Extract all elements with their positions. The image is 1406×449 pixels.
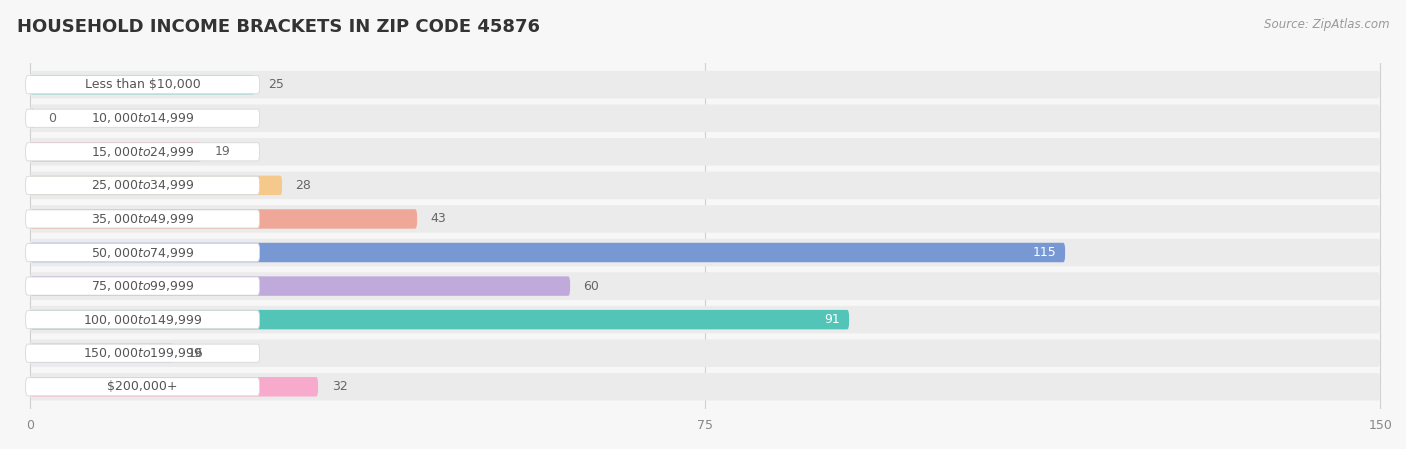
FancyBboxPatch shape <box>25 143 260 161</box>
FancyBboxPatch shape <box>30 239 1381 266</box>
Text: $75,000 to $99,999: $75,000 to $99,999 <box>91 279 194 293</box>
FancyBboxPatch shape <box>25 378 260 396</box>
Text: $35,000 to $49,999: $35,000 to $49,999 <box>91 212 194 226</box>
Text: $15,000 to $24,999: $15,000 to $24,999 <box>91 145 194 159</box>
FancyBboxPatch shape <box>30 138 1381 166</box>
Text: $50,000 to $74,999: $50,000 to $74,999 <box>91 246 194 260</box>
FancyBboxPatch shape <box>30 142 201 162</box>
Text: Less than $10,000: Less than $10,000 <box>84 78 201 91</box>
Text: 28: 28 <box>295 179 312 192</box>
Text: 60: 60 <box>583 280 599 293</box>
FancyBboxPatch shape <box>30 109 35 128</box>
FancyBboxPatch shape <box>30 105 1381 132</box>
Text: 25: 25 <box>269 78 284 91</box>
FancyBboxPatch shape <box>30 243 1066 262</box>
Text: 0: 0 <box>48 112 56 125</box>
FancyBboxPatch shape <box>25 311 260 329</box>
FancyBboxPatch shape <box>25 176 260 194</box>
Text: HOUSEHOLD INCOME BRACKETS IN ZIP CODE 45876: HOUSEHOLD INCOME BRACKETS IN ZIP CODE 45… <box>17 18 540 36</box>
Text: 43: 43 <box>430 212 446 225</box>
FancyBboxPatch shape <box>30 176 283 195</box>
FancyBboxPatch shape <box>25 109 260 128</box>
FancyBboxPatch shape <box>25 344 260 362</box>
Text: $100,000 to $149,999: $100,000 to $149,999 <box>83 313 202 326</box>
Text: Source: ZipAtlas.com: Source: ZipAtlas.com <box>1264 18 1389 31</box>
FancyBboxPatch shape <box>30 310 849 330</box>
FancyBboxPatch shape <box>30 276 569 296</box>
Text: $200,000+: $200,000+ <box>107 380 177 393</box>
FancyBboxPatch shape <box>30 71 1381 98</box>
Text: 91: 91 <box>824 313 841 326</box>
FancyBboxPatch shape <box>30 209 418 229</box>
FancyBboxPatch shape <box>30 373 1381 401</box>
FancyBboxPatch shape <box>30 272 1381 300</box>
Text: 32: 32 <box>332 380 347 393</box>
FancyBboxPatch shape <box>30 306 1381 334</box>
FancyBboxPatch shape <box>25 75 260 94</box>
FancyBboxPatch shape <box>30 172 1381 199</box>
FancyBboxPatch shape <box>25 243 260 262</box>
FancyBboxPatch shape <box>30 205 1381 233</box>
FancyBboxPatch shape <box>30 377 318 396</box>
Text: 115: 115 <box>1032 246 1056 259</box>
Text: 16: 16 <box>187 347 204 360</box>
FancyBboxPatch shape <box>25 210 260 228</box>
FancyBboxPatch shape <box>30 339 1381 367</box>
Text: $10,000 to $14,999: $10,000 to $14,999 <box>91 111 194 125</box>
FancyBboxPatch shape <box>30 75 254 94</box>
Text: $150,000 to $199,999: $150,000 to $199,999 <box>83 346 202 360</box>
FancyBboxPatch shape <box>25 277 260 295</box>
FancyBboxPatch shape <box>30 343 174 363</box>
Text: $25,000 to $34,999: $25,000 to $34,999 <box>91 178 194 192</box>
Text: 19: 19 <box>215 145 231 158</box>
